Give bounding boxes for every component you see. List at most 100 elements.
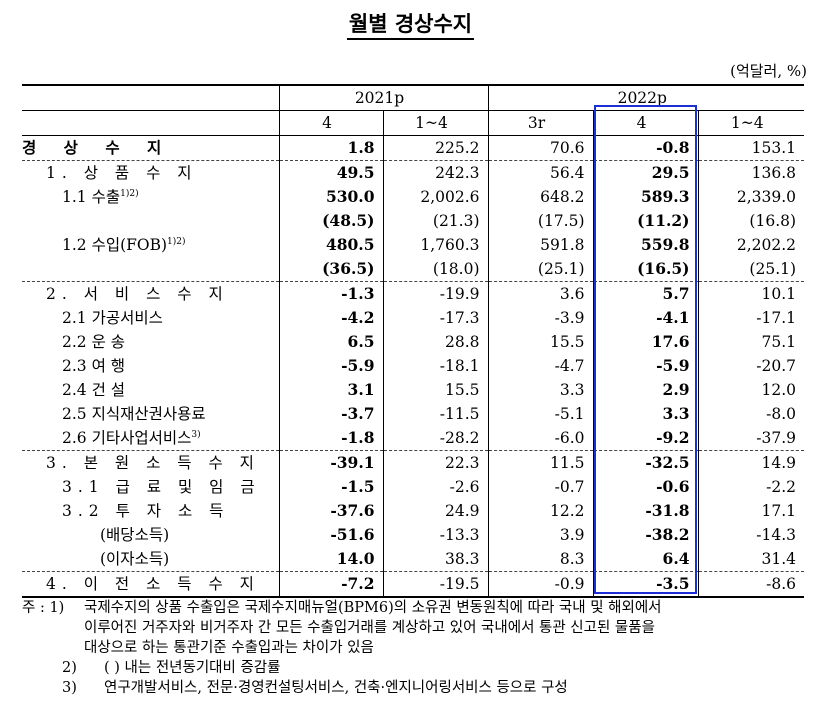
row-label: 3.1 급 료 및 임 금 (62, 478, 261, 496)
footnote-ref: 1)2) (120, 188, 139, 199)
cell-value: 591.8 (487, 233, 593, 257)
row-label: 2.3 여 행 (62, 357, 126, 375)
cell-value: (16.8) (697, 209, 805, 233)
cell-value: 56.4 (487, 160, 593, 185)
cell-value: -9.2 (592, 426, 698, 451)
row-label (22, 209, 279, 233)
cell-value: -1.8 (278, 426, 383, 451)
row-label: 3.2 투 자 소 득 (62, 502, 230, 520)
cell-value: (17.5) (487, 209, 593, 233)
header-col-3: 3r (487, 110, 593, 136)
table-row: 2.5 지식재산권사용료 -3.7 -11.5 -5.1 3.3 -8.0 (22, 402, 805, 426)
row-label: (이자소득) (100, 550, 170, 568)
cell-value: -4.1 (592, 306, 698, 330)
cell-value: 70.6 (487, 135, 593, 161)
unit-label: (억달러, %) (730, 62, 807, 80)
cell-value: 22.3 (382, 450, 488, 475)
cell-value: -3.9 (487, 306, 593, 330)
cell-value: -2.2 (697, 475, 805, 499)
cell-value: 11.5 (487, 450, 593, 475)
cell-value: 75.1 (697, 330, 805, 354)
cell-value: -3.7 (278, 402, 383, 426)
cell-value: -19.5 (382, 571, 488, 598)
cell-value: -8.0 (697, 402, 805, 426)
cell-value: 31.4 (697, 547, 805, 572)
footnote-1-line-1: 국제수지의 상품 수출입은 국제수지매뉴얼(BPM6)의 소유권 변동원칙에 따… (84, 600, 662, 616)
cell-value: -17.3 (382, 306, 488, 330)
header-2022: 2022p (487, 84, 805, 111)
header-col-5: 1~4 (697, 110, 805, 136)
cell-value: 589.3 (592, 185, 698, 209)
cell-value: -2.6 (382, 475, 488, 499)
cell-value: -0.6 (592, 475, 698, 499)
cell-value: -8.6 (697, 571, 805, 598)
cell-value: 12.0 (697, 378, 805, 402)
cell-value: 6.4 (592, 547, 698, 572)
cell-value: 1.8 (278, 135, 383, 161)
footnote-ref: 3) (191, 429, 201, 440)
table-row: 1.1 수출1)2) 530.0 2,002.6 648.2 589.3 2,339.0 (22, 185, 805, 209)
current-account-table: 2021p 2022p 4 1~4 3r 4 1~4 경 상 수 지 1.8 225… (22, 84, 805, 598)
cell-value: (36.5) (278, 257, 383, 282)
cell-value: 3.3 (592, 402, 698, 426)
cell-value: -0.9 (487, 571, 593, 598)
cell-value: 15.5 (382, 378, 488, 402)
cell-value: -19.9 (382, 281, 488, 306)
row-label: 1.2 수입(FOB)1)2) (62, 236, 186, 254)
cell-value: -7.2 (278, 571, 383, 598)
cell-value: (16.5) (592, 257, 698, 282)
table-row: (36.5) (18.0) (25.1) (16.5) (25.1) (22, 257, 805, 282)
header-2021: 2021p (278, 84, 488, 111)
table-row: 2.1 가공서비스 -4.2 -17.3 -3.9 -4.1 -17.1 (22, 306, 805, 330)
cell-value: (48.5) (278, 209, 383, 233)
cell-value: -4.7 (487, 354, 593, 378)
table-row: 3.2 투 자 소 득 -37.6 24.9 12.2 -31.8 17.1 (22, 499, 805, 523)
cell-value: -17.1 (697, 306, 805, 330)
cell-value: 5.7 (592, 281, 698, 306)
header-row-periods: 4 1~4 3r 4 1~4 (22, 110, 805, 136)
cell-value: (25.1) (487, 257, 593, 282)
footnote-3: 연구개발서비스, 전문·경영컨설팅서비스, 건축·엔지니어링서비스 등으로 구성 (104, 680, 568, 696)
row-label: 2.4 건 설 (62, 381, 126, 399)
cell-value: -5.9 (592, 354, 698, 378)
cell-value: -20.7 (697, 354, 805, 378)
cell-value: -5.9 (278, 354, 383, 378)
cell-value: -28.2 (382, 426, 488, 451)
cell-value: -0.8 (592, 135, 698, 161)
cell-value: 648.2 (487, 185, 593, 209)
table-row: 2.3 여 행 -5.9 -18.1 -4.7 -5.9 -20.7 (22, 354, 805, 378)
cell-value: 3.6 (487, 281, 593, 306)
cell-value: 14.0 (278, 547, 383, 572)
cell-value: 136.8 (697, 160, 805, 185)
cell-value: 24.9 (382, 499, 488, 523)
row-label: 1.1 수출1)2) (62, 188, 139, 206)
cell-value: 2,202.2 (697, 233, 805, 257)
cell-value: 3.3 (487, 378, 593, 402)
table-row: 3.1 급 료 및 임 금 -1.5 -2.6 -0.7 -0.6 -2.2 (22, 475, 805, 499)
cell-value: 12.2 (487, 499, 593, 523)
row-label: (배당소득) (100, 526, 170, 544)
header-col-1: 4 (278, 110, 383, 136)
footnotes: 주 : 1) 국제수지의 상품 수출입은 국제수지매뉴얼(BPM6)의 소유권 … (22, 598, 817, 698)
cell-value: -32.5 (592, 450, 698, 475)
row-label: 2.6 기타사업서비스3) (62, 429, 201, 447)
table-row: 3. 본 원 소 득 수 지 -39.1 22.3 11.5 -32.5 14.9 (22, 450, 805, 475)
cell-value: 8.3 (487, 547, 593, 572)
footnote-ref: 1)2) (167, 236, 186, 247)
footnote-2-key: 2) (62, 660, 77, 676)
cell-value: 153.1 (697, 135, 805, 161)
cell-value: -6.0 (487, 426, 593, 451)
cell-value: -14.3 (697, 523, 805, 547)
table-row: (이자소득) 14.0 38.3 8.3 6.4 31.4 (22, 547, 805, 572)
cell-value: -31.8 (592, 499, 698, 523)
row-label: 2.5 지식재산권사용료 (62, 405, 206, 423)
cell-value: 6.5 (278, 330, 383, 354)
cell-value: -5.1 (487, 402, 593, 426)
table-row: 2.6 기타사업서비스3) -1.8 -28.2 -6.0 -9.2 -37.9 (22, 426, 805, 451)
table-row: 2. 서 비 스 수 지 -1.3 -19.9 3.6 5.7 10.1 (22, 281, 805, 306)
footnote-prefix: 주 : 1) (22, 600, 65, 616)
cell-value: 3.1 (278, 378, 383, 402)
cell-value: -11.5 (382, 402, 488, 426)
cell-value: (21.3) (382, 209, 488, 233)
row-label (22, 257, 279, 282)
